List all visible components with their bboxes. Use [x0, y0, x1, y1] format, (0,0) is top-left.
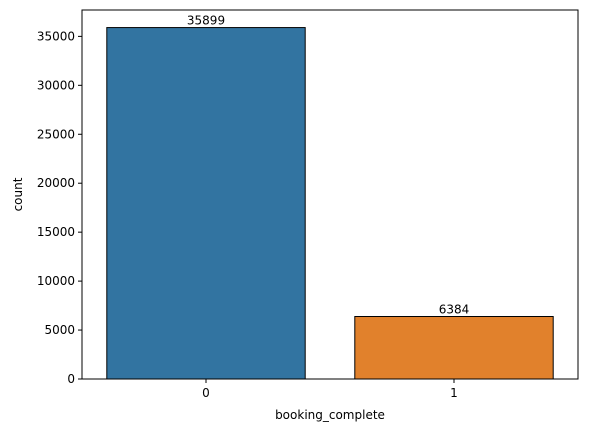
y-tick-label: 10000	[37, 274, 75, 288]
y-axis-label: count	[11, 177, 25, 211]
data-label-0: 35899	[187, 14, 225, 28]
y-tick-label: 20000	[37, 176, 75, 190]
bar-0	[106, 27, 306, 380]
y-tick-label: 25000	[37, 127, 75, 141]
y-tick-label: 30000	[37, 78, 75, 92]
bars	[106, 27, 554, 380]
x-tick-label: 0	[202, 386, 210, 400]
y-tick-label: 15000	[37, 225, 75, 239]
y-axis: 0 5000 10000 15000 20000 25000 30000 35000	[37, 29, 82, 386]
data-label-1: 6384	[439, 303, 470, 317]
y-tick-label: 0	[67, 372, 75, 386]
x-axis-label: booking_complete	[275, 408, 385, 422]
x-tick-label: 1	[450, 386, 458, 400]
y-tick-label: 35000	[37, 29, 75, 43]
plot-frame	[81, 9, 579, 380]
y-tick-label: 5000	[44, 323, 75, 337]
bar-1	[354, 316, 554, 380]
data-labels: 35899 6384	[187, 14, 469, 317]
